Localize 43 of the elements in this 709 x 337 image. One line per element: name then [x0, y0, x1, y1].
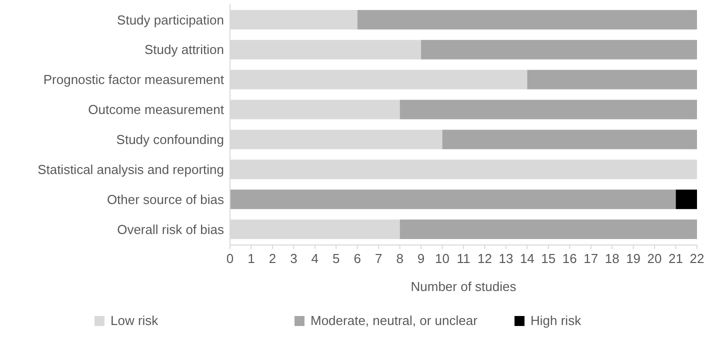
x-tick-label: 9 — [417, 251, 425, 266]
y-tick-label: Study participation — [117, 12, 224, 28]
legend-label: Moderate, neutral, or unclear — [310, 313, 478, 328]
x-tick-label: 4 — [311, 251, 319, 266]
x-tick-label: 18 — [604, 251, 620, 266]
x-tick-label: 22 — [690, 251, 704, 266]
x-axis-title: Number of studies — [410, 279, 517, 294]
x-tick-label: 12 — [477, 251, 492, 266]
bar — [357, 10, 697, 30]
x-tick-label: 15 — [541, 251, 556, 266]
y-tick-label: Outcome measurement — [88, 102, 224, 118]
x-tick-label: 3 — [290, 251, 298, 266]
x-tick-label: 16 — [562, 251, 577, 266]
y-tick-label: Study confounding — [116, 132, 224, 148]
bar — [230, 190, 676, 210]
x-tick-label: 20 — [647, 251, 662, 266]
x-tick-label: 1 — [248, 251, 255, 266]
y-tick-label: Prognostic factor measurement — [43, 72, 224, 88]
x-tick-label: 19 — [626, 251, 641, 266]
bar — [527, 70, 697, 90]
x-tick-label: 10 — [435, 251, 450, 266]
y-tick-label: Other source of bias — [106, 192, 224, 207]
x-tick-label: 17 — [584, 251, 598, 266]
legend-label: Low risk — [110, 313, 159, 328]
x-tick-label: 8 — [396, 251, 404, 266]
x-tick-label: 13 — [498, 251, 514, 266]
x-tick-label: 14 — [520, 251, 534, 266]
x-tick-label: 11 — [456, 251, 470, 266]
x-tick-label: 21 — [668, 251, 684, 266]
y-tick-label: Statistical analysis and reporting — [38, 162, 224, 177]
bar — [676, 190, 697, 210]
x-tick-label: 7 — [374, 251, 382, 266]
x-tick-label: 0 — [226, 251, 234, 266]
bar — [400, 220, 697, 240]
x-tick-label: 6 — [354, 251, 361, 266]
y-tick-label: Study attrition — [144, 42, 224, 58]
bar — [400, 100, 697, 120]
x-tick-label: 5 — [332, 251, 340, 266]
legend-label: High risk — [530, 313, 582, 328]
y-tick-label: Overall risk of bias — [117, 222, 224, 237]
bar — [442, 130, 697, 150]
x-tick-label: 2 — [268, 251, 276, 266]
bar — [421, 40, 697, 60]
